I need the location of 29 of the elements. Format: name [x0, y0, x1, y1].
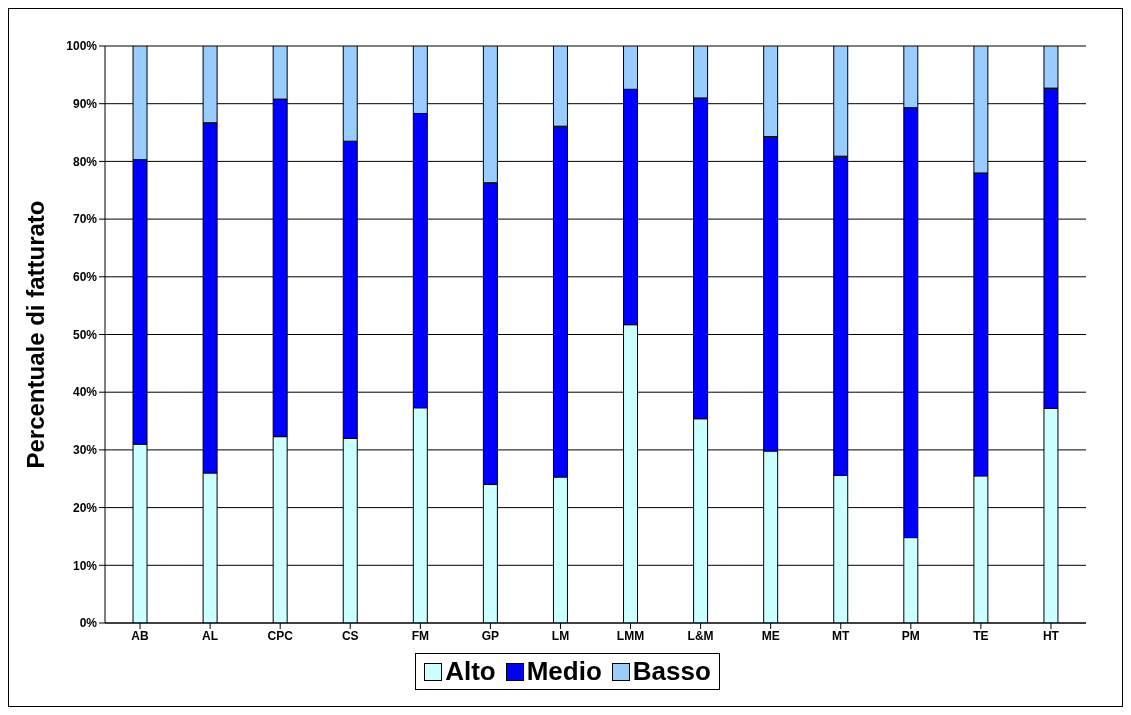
x-tick-label: LMM [616, 628, 645, 643]
y-tick-label: 60% [72, 270, 98, 285]
y-tick-label: 40% [72, 385, 98, 400]
y-tick-label: 90% [72, 96, 98, 111]
y-tick-label: 20% [72, 500, 98, 515]
x-tick-label: AB [131, 628, 150, 643]
y-tick-label: 70% [72, 212, 98, 227]
x-tick-label: LM [551, 628, 570, 643]
x-tick-label: CPC [267, 628, 294, 643]
legend-label: Medio [525, 656, 602, 687]
x-tick-label: GP [481, 628, 500, 643]
x-tick-label: TE [973, 628, 989, 643]
y-tick-label: 50% [72, 327, 98, 342]
x-tick-label: PM [901, 628, 920, 643]
x-tick-label: MT [832, 628, 851, 643]
x-tick-label: AL [202, 628, 219, 643]
legend-label: Basso [631, 656, 711, 687]
x-tick-label: CS [341, 628, 359, 643]
x-tick-label: L&M [687, 628, 714, 643]
y-axis-title: Percentuale di fatturato [21, 200, 49, 469]
legend-label: Alto [444, 656, 496, 687]
x-tick-label: HT [1042, 628, 1060, 643]
x-tick-label: FM [411, 628, 429, 643]
x-tick-label: ME [761, 628, 780, 643]
y-tick-label: 10% [72, 558, 98, 573]
y-tick-label: 80% [72, 154, 98, 169]
y-tick-label: 30% [72, 443, 98, 458]
y-tick-label: 0% [79, 616, 98, 631]
y-tick-label: 100% [66, 39, 98, 54]
